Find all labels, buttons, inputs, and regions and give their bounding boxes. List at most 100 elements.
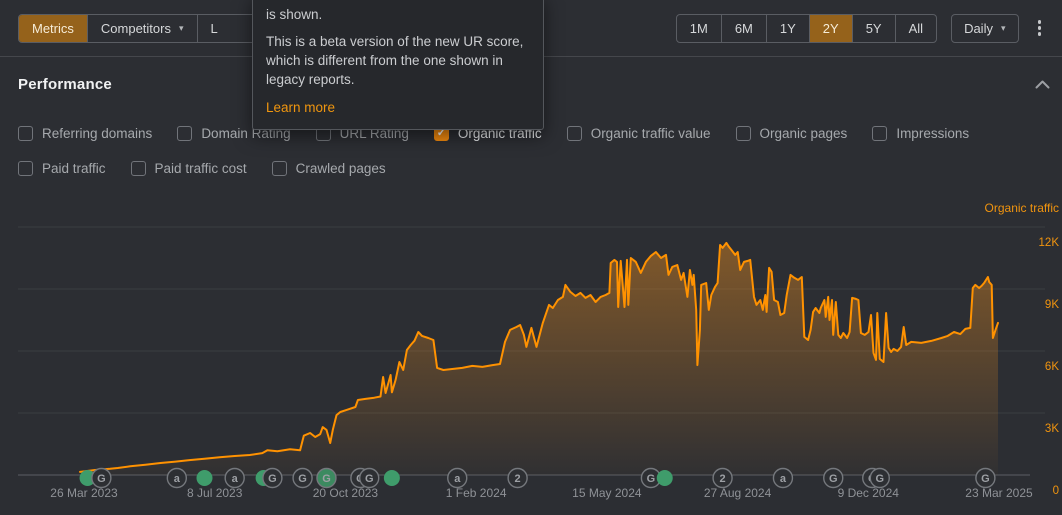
marker-glyph: 2 [720,473,726,485]
metric-checkbox-organic-traffic-value[interactable]: Organic traffic value [566,125,711,141]
metric-checkbox-crawled-pages[interactable]: Crawled pages [271,160,386,176]
marker-glyph: G [829,473,838,485]
date-range-group: 1M 6M 1Y 2Y 5Y All [675,13,938,43]
checkbox-icon [872,125,888,141]
performance-title: Performance [18,76,112,93]
granularity-dropdown[interactable]: Daily ▾ [951,13,1019,43]
y-axis-label: 12K [1039,237,1060,249]
timeline-marker-ahrefs[interactable] [772,467,794,489]
metric-checkbox-label: Referring domains [42,125,153,141]
checkbox-icon [566,125,582,141]
view-switcher: Metrics Competitors ▾ L [18,13,259,43]
timeline-marker-google[interactable] [869,467,890,489]
series-legend-label: Organic traffic [985,201,1059,215]
marker-glyph: G [298,473,307,485]
learn-more-link[interactable]: Learn more [266,99,336,115]
timeline-marker-google[interactable] [262,467,283,489]
timeline-marker-google[interactable] [292,467,313,489]
x-axis-label: 8 Jul 2023 [187,486,243,500]
marker-glyph: G [322,473,331,485]
x-axis-label: 23 Mar 2025 [965,486,1033,500]
traffic-area-fill [80,242,998,475]
chevron-down-icon: ▾ [178,22,184,33]
metric-checkbox-label: Impressions [896,125,970,141]
timeline-marker-google[interactable] [823,467,844,489]
marker-glyph: 2 [515,473,521,485]
timeline-marker-google-green[interactable] [316,467,337,489]
marker-glyph: G [268,473,277,485]
marker-glyph: G [365,473,374,485]
toolbar: Metrics Competitors ▾ L 1M 6M 1Y 2Y 5Y All Da… [0,0,1062,56]
performance-chart[interactable]: 12K 9K 6K 3K 0 Organic traffic 26 Mar 2023 8 Ju… [0,185,1062,515]
timeline-marker-green-dot[interactable] [656,470,673,486]
metric-checkbox-label: Paid traffic cost [154,160,247,176]
traffic-line[interactable] [79,241,999,473]
toolbar-right: 1M 6M 1Y 2Y 5Y All Daily ▾ [675,13,1047,43]
y-axis-label: 0 [1053,485,1059,497]
timeline-marker-green-dot[interactable] [383,470,400,486]
marker-glyph: G [97,473,106,485]
metric-checkbox-label: Crawled pages [295,160,386,176]
range-2y[interactable]: 2Y [808,14,852,42]
timeline-marker-green-dot[interactable] [196,470,213,486]
x-axis-label: 1 Feb 2024 [446,486,507,500]
ur-score-tooltip: is shown. This is a beta version of the … [252,0,544,131]
checkbox-icon [271,160,287,176]
timeline-marker-ahrefs[interactable] [224,467,245,489]
tooltip-intro-text: is shown. [266,7,323,22]
marker-glyph: a [780,473,787,485]
y-axis-label: 6K [1045,361,1059,373]
y-axis-label: 9K [1045,299,1059,311]
marker-glyph: G [981,473,990,485]
range-1m[interactable]: 1M [677,15,721,42]
partially-hidden-tab[interactable]: L [196,14,258,42]
x-axis-label: 26 Mar 2023 [50,486,118,500]
metric-checkbox-organic-pages[interactable]: Organic pages [735,125,848,141]
timeline-marker-ahrefs[interactable] [447,467,468,489]
metric-checkbox-label: Paid traffic [42,160,106,176]
metric-toggle-row-2: Paid traffic Paid traffic cost Crawled pag… [18,159,386,177]
marker-glyph: G [875,473,884,485]
competitors-tab-label: Competitors [100,20,171,36]
collapse-chevron-up-icon[interactable] [1035,80,1050,89]
timeline-marker-google[interactable] [359,467,380,489]
performance-header: Performance [18,76,1050,93]
range-all[interactable]: All [894,14,936,42]
checkbox-icon [18,125,33,141]
x-axis-label: 20 Oct 2023 [313,486,379,500]
metric-checkbox-paid-traffic[interactable]: Paid traffic [18,160,106,176]
more-options-kebab-icon[interactable] [1033,16,1047,40]
range-1y[interactable]: 1Y [765,14,809,42]
granularity-label: Daily [964,20,993,36]
marker-glyph: a [454,473,461,485]
x-axis-label: 9 Dec 2024 [838,486,900,500]
range-5y[interactable]: 5Y [851,14,895,42]
chevron-down-icon: ▾ [1000,22,1006,33]
metric-checkbox-label: Organic traffic value [590,125,711,141]
timeline-marker-google[interactable] [91,467,112,489]
timeline-marker-green-dot[interactable] [79,470,96,486]
timeline-marker-ahrefs[interactable] [166,467,188,489]
metric-checkbox-label: Organic pages [759,125,848,141]
checkbox-icon [130,160,146,176]
marker-glyph: G [647,473,656,485]
tooltip-body-text: This is a beta version of the new UR sco… [266,33,524,87]
timeline-marker-number2[interactable] [507,467,528,489]
marker-glyph: a [232,473,239,485]
x-axis-label: 27 Aug 2024 [704,486,772,500]
checkbox-icon [177,125,193,141]
y-axis-label: 3K [1045,423,1059,435]
metrics-tab[interactable]: Metrics [19,14,87,42]
checkbox-icon [18,160,33,176]
x-axis-label: 15 May 2024 [572,486,642,500]
range-6m[interactable]: 6M [720,14,766,42]
metric-checkbox-referring-domains[interactable]: Referring domains [18,125,153,141]
metric-checkbox-impressions[interactable]: Impressions [872,125,970,141]
marker-glyph: a [174,473,181,485]
competitors-tab[interactable]: Competitors ▾ [86,14,197,42]
timeline-marker-google[interactable] [975,467,996,489]
timeline-marker-number2[interactable] [712,467,733,489]
checkbox-icon [735,125,751,141]
metric-checkbox-paid-traffic-cost[interactable]: Paid traffic cost [130,160,247,176]
